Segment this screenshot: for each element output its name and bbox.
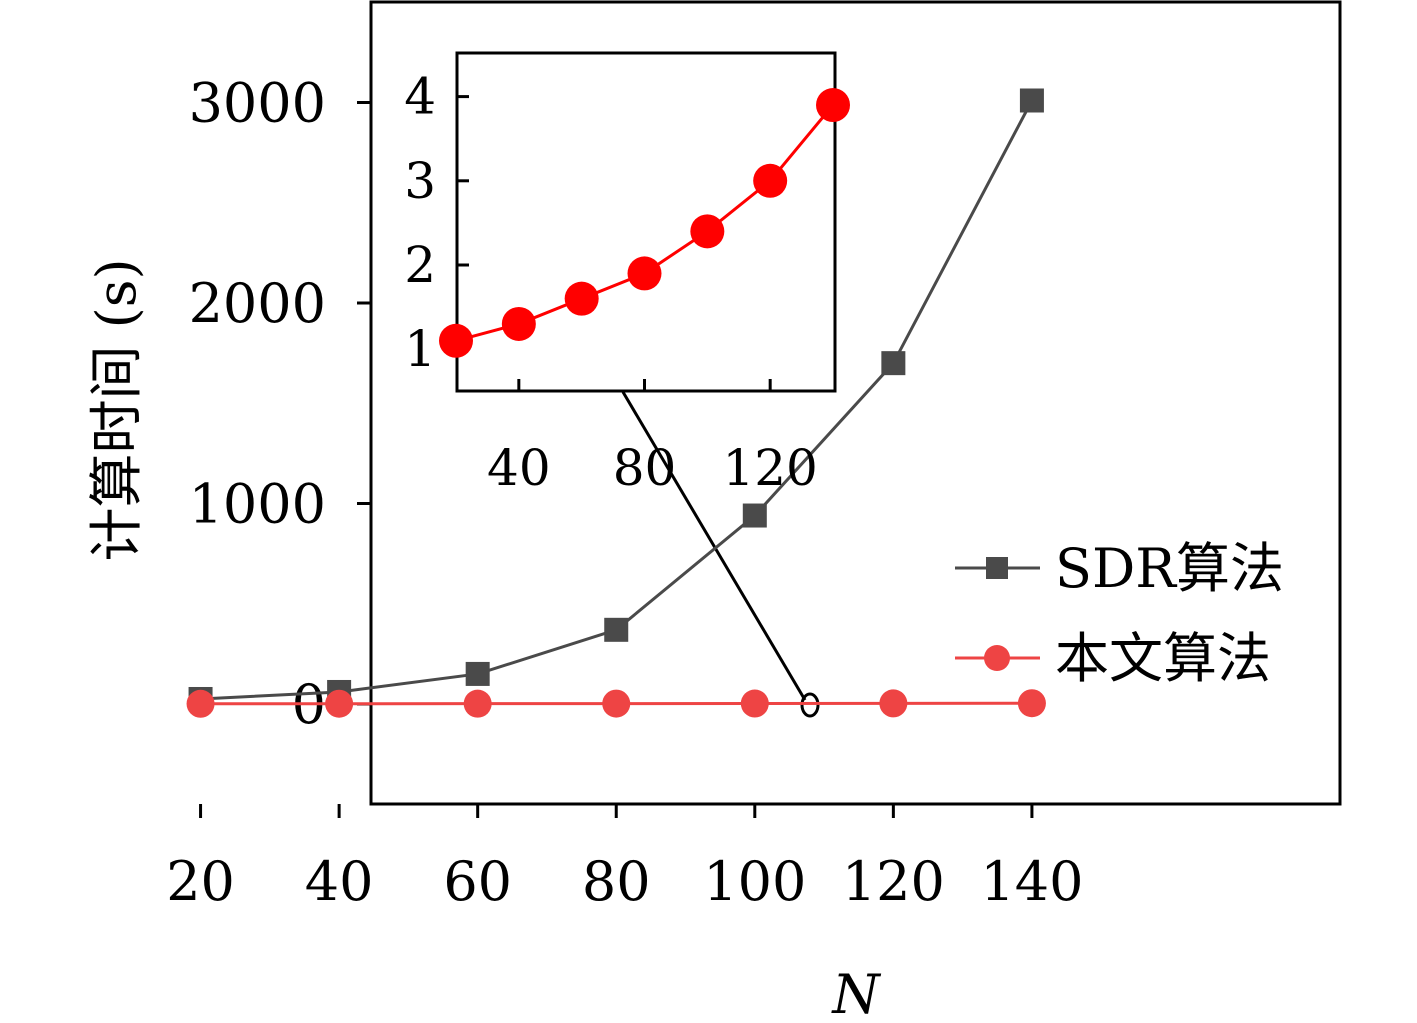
series-point-square bbox=[465, 661, 490, 686]
x-tick-label: 140 bbox=[980, 850, 1083, 913]
inset-series-point bbox=[753, 163, 788, 198]
x-tick-label: 60 bbox=[443, 850, 512, 913]
inset-series-point bbox=[439, 323, 473, 358]
series-point-circle bbox=[1017, 689, 1046, 718]
inset-series-point bbox=[564, 281, 599, 316]
y-tick-label: 2000 bbox=[189, 272, 326, 335]
zoom-connector-line bbox=[621, 391, 807, 701]
series-point-circle bbox=[463, 689, 492, 718]
series-point-circle bbox=[602, 689, 631, 718]
legend-label: 本文算法 bbox=[1055, 627, 1271, 690]
inset-frame bbox=[455, 51, 837, 393]
y-axis-title: 计算时间 (s) bbox=[85, 258, 148, 561]
inset-series-point bbox=[627, 256, 662, 291]
series-point-circle bbox=[879, 689, 908, 718]
x-tick-label: 40 bbox=[305, 850, 374, 913]
plot-frame bbox=[369, 0, 1342, 806]
inset-series-point bbox=[501, 306, 536, 341]
series-point-square bbox=[881, 351, 906, 376]
series-point-circle bbox=[186, 689, 215, 718]
inset-y-tick-label: 1 bbox=[404, 320, 436, 378]
inset-y-tick-label: 2 bbox=[404, 236, 436, 294]
series-point-circle bbox=[325, 689, 354, 718]
inset-series-point bbox=[816, 88, 851, 123]
legend-marker-circle bbox=[984, 645, 1010, 671]
inset-y-tick-label: 4 bbox=[404, 68, 436, 126]
zoom-region-marker bbox=[800, 692, 820, 718]
inset-x-tick-label: 80 bbox=[613, 439, 677, 497]
x-axis-title: N bbox=[830, 963, 881, 1018]
x-tick-label: 80 bbox=[582, 850, 651, 913]
legend-marker-square bbox=[986, 557, 1008, 579]
x-tick-label: 100 bbox=[703, 850, 806, 913]
inset-x-tick-label: 120 bbox=[722, 439, 817, 497]
series-point-square bbox=[1019, 88, 1044, 113]
y-tick-label: 1000 bbox=[189, 473, 326, 536]
series-point-square bbox=[604, 617, 629, 642]
x-tick-label: 120 bbox=[842, 850, 945, 913]
inset-x-tick-label: 40 bbox=[487, 439, 551, 497]
series-point-square bbox=[742, 503, 767, 528]
inset-series-point bbox=[690, 214, 725, 249]
x-tick-label: 20 bbox=[166, 850, 235, 913]
y-tick-label: 3000 bbox=[189, 72, 326, 135]
inset-y-tick-label: 3 bbox=[404, 152, 436, 210]
series-point-circle bbox=[740, 689, 769, 718]
legend-label: SDR算法 bbox=[1055, 537, 1284, 600]
